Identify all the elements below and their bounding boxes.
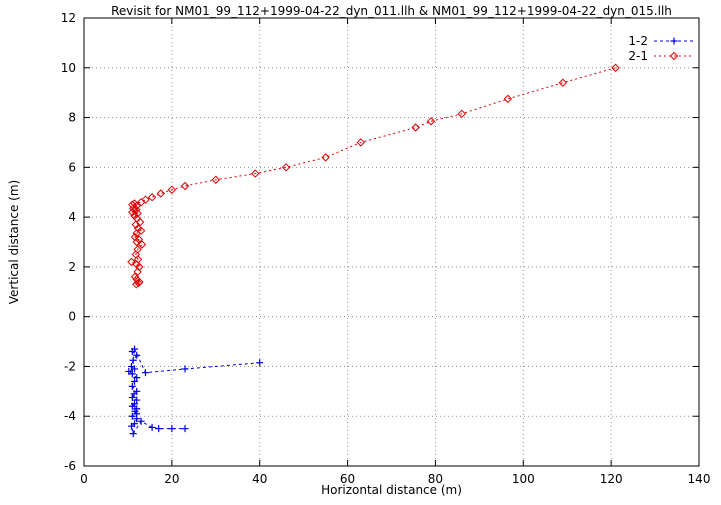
svg-text:6: 6: [68, 160, 76, 174]
svg-text:100: 100: [512, 472, 535, 486]
x-axis-label: Horizontal distance (m): [321, 483, 462, 497]
svg-text:-2: -2: [64, 359, 76, 373]
svg-text:40: 40: [252, 472, 267, 486]
svg-text:0: 0: [80, 472, 88, 486]
svg-text:12: 12: [61, 11, 76, 25]
svg-text:10: 10: [61, 61, 76, 75]
legend-label-1-2: 1-2: [628, 34, 648, 48]
svg-text:80: 80: [428, 472, 443, 486]
svg-text:-4: -4: [64, 409, 76, 423]
chart-title: Revisit for NM01_99_112+1999-04-22_dyn_0…: [111, 4, 672, 18]
grid-lines: [83, 17, 700, 467]
axis-ticks: [83, 17, 700, 467]
legend: 1-22-1: [628, 34, 694, 63]
tick-labels: 0 20 40 60 80 100 120 140 -6 -4 -2 0 2 4 6 8 10 12: [61, 11, 711, 486]
svg-text:60: 60: [340, 472, 355, 486]
svg-text:0: 0: [68, 310, 76, 324]
legend-label-2-1: 2-1: [628, 49, 648, 63]
svg-text:2: 2: [68, 260, 76, 274]
plot-border: [83, 17, 700, 467]
svg-text:8: 8: [68, 111, 76, 125]
series-2-1: [127, 63, 620, 289]
svg-text:120: 120: [600, 472, 623, 486]
series-1-2: [125, 345, 264, 438]
svg-text:-6: -6: [64, 459, 76, 473]
svg-text:20: 20: [164, 472, 179, 486]
svg-text:4: 4: [68, 210, 76, 224]
svg-text:140: 140: [688, 472, 711, 486]
